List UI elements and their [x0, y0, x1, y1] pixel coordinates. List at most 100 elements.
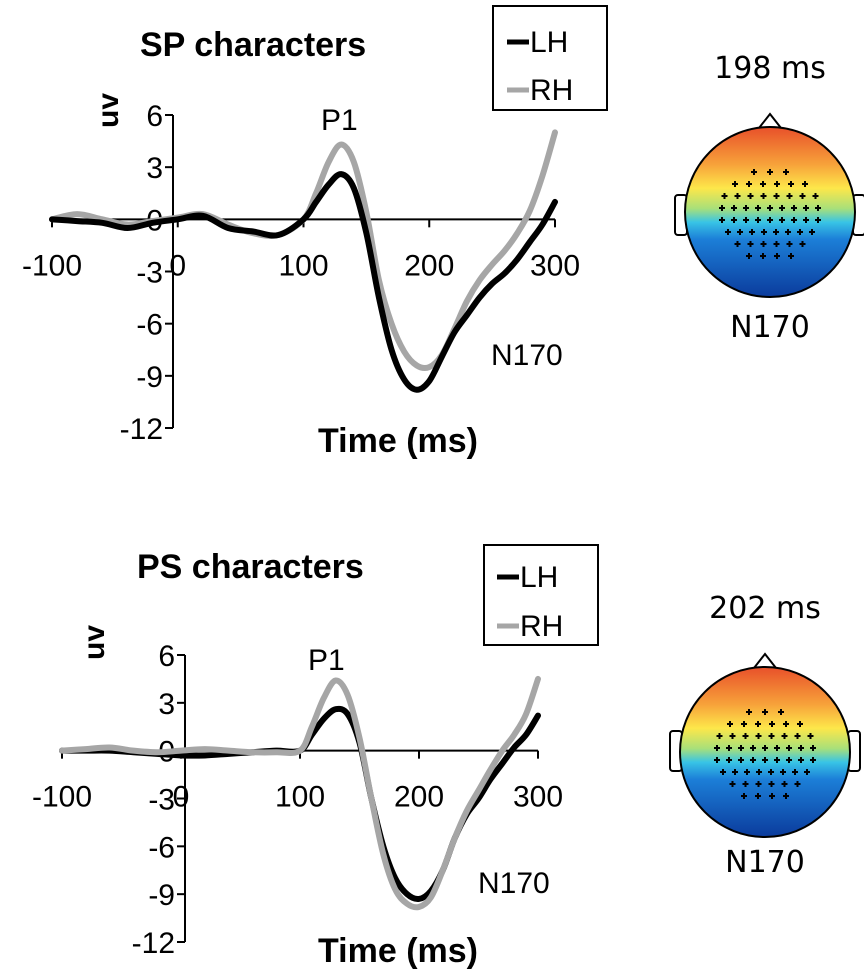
electrode-marker: [762, 709, 768, 715]
electrode-marker: [767, 217, 773, 223]
electrode-marker: [767, 169, 773, 175]
plot-area: 630-3-6-9-12-100 0 100 200 300: [32, 640, 563, 960]
electrode-marker: [804, 769, 810, 775]
electrode-marker: [732, 181, 738, 187]
electrode-marker: [794, 733, 801, 739]
legend-label-lh: LH: [520, 561, 558, 594]
y-tick-label: -9: [148, 879, 175, 912]
electrode-marker: [744, 769, 750, 775]
electrode-marker: [791, 217, 797, 223]
topomap-component-label: N170: [730, 310, 810, 345]
electrode-marker: [751, 169, 757, 175]
electrode-marker: [781, 781, 788, 787]
nose-icon: [751, 652, 779, 669]
annotation-p1: P1: [308, 644, 345, 677]
electrode-marker: [779, 205, 785, 211]
y-tick-label: 3: [158, 688, 175, 721]
electrode-marker: [786, 193, 793, 199]
electrode-marker: [773, 193, 780, 199]
electrode-marker: [746, 253, 752, 259]
electrode-marker: [779, 217, 785, 223]
electrode-marker: [809, 229, 815, 235]
electrode-marker: [773, 229, 779, 235]
electrode-marker: [786, 757, 792, 763]
electrode-marker: [743, 205, 749, 211]
electrode-marker: [799, 193, 806, 199]
legend: LH RH: [492, 5, 608, 111]
series-line-rh: [59, 675, 541, 911]
electrode-marker: [781, 733, 788, 739]
electrode-marker: [738, 745, 744, 751]
electrode-marker: [788, 253, 794, 259]
electrode-marker: [727, 721, 733, 727]
electrode-marker: [760, 241, 767, 247]
electrode-markers: [719, 169, 821, 259]
scalp-map: [679, 666, 851, 838]
electrode-marker: [741, 721, 747, 727]
legend: LH RH: [483, 544, 599, 646]
electrode-marker: [773, 241, 780, 247]
y-tick-label: -6: [136, 309, 163, 342]
electrode-marker: [786, 745, 792, 751]
y-tick-label: -3: [136, 257, 163, 290]
y-tick-label: -3: [148, 784, 175, 817]
electrode-marker: [749, 229, 755, 235]
electrode-marker: [783, 793, 789, 799]
electrode-marker: [731, 205, 737, 211]
legend-label-lh: LH: [530, 26, 568, 59]
x-tick-label: 200: [394, 781, 444, 814]
electrode-marker: [798, 757, 804, 763]
electrode-marker: [786, 241, 793, 247]
electrode-marker: [774, 757, 780, 763]
electrode-marker: [815, 217, 821, 223]
electrode-marker: [756, 769, 762, 775]
electrode-marker: [760, 193, 767, 199]
scalp-map: [684, 126, 856, 298]
electrode-marker: [755, 205, 761, 211]
x-tick-label: -100: [32, 781, 92, 814]
annotation-p1: P1: [321, 104, 358, 137]
electrode-marker: [788, 181, 794, 187]
x-tick-label: 0: [173, 781, 190, 814]
y-tick-label: 3: [146, 152, 163, 185]
electrode-marker: [807, 733, 814, 739]
electrode-marker: [755, 793, 761, 799]
electrode-marker: [755, 781, 762, 787]
chart-title: PS characters: [137, 548, 364, 586]
y-tick-label: 6: [158, 640, 175, 673]
electrode-marker: [721, 193, 728, 199]
x-tick-label: -100: [22, 249, 82, 282]
y-tick-label: -9: [136, 361, 163, 394]
x-tick-label: 100: [275, 781, 325, 814]
topomap-time-label: 202 ms: [709, 591, 821, 626]
electrode-marker: [746, 181, 752, 187]
electrode-marker: [810, 745, 816, 751]
electrode-marker: [768, 769, 774, 775]
erp-panel-sp: SP characters uv LH RH 630-3-6-9-12-100 0…: [22, 5, 608, 460]
electrode-marker: [762, 757, 768, 763]
electrode-marker: [774, 745, 780, 751]
electrode-marker: [755, 217, 761, 223]
x-tick-label: 300: [530, 249, 580, 282]
y-tick-label: -12: [132, 927, 175, 960]
electrode-marker: [719, 217, 725, 223]
electrode-marker: [769, 721, 775, 727]
topomap-ps: 202 ms N170: [669, 591, 861, 880]
erp-panel-ps: PS characters uv LH RH 630-3-6-9-12-100 0…: [32, 544, 599, 970]
electrode-marker: [780, 769, 786, 775]
electrode-marker: [792, 769, 798, 775]
nose-icon: [756, 112, 784, 129]
electrode-marker: [729, 781, 736, 787]
electrode-marker: [738, 757, 744, 763]
electrode-marker: [731, 217, 737, 223]
electrode-marker: [803, 217, 809, 223]
electrode-marker: [737, 229, 743, 235]
electrode-marker: [755, 721, 761, 727]
electrode-marker: [726, 745, 732, 751]
electrode-marker: [716, 733, 723, 739]
y-axis-label: uv: [78, 625, 111, 660]
electrode-marker: [743, 217, 749, 223]
electrode-marker: [802, 181, 808, 187]
electrode-marker: [797, 721, 803, 727]
